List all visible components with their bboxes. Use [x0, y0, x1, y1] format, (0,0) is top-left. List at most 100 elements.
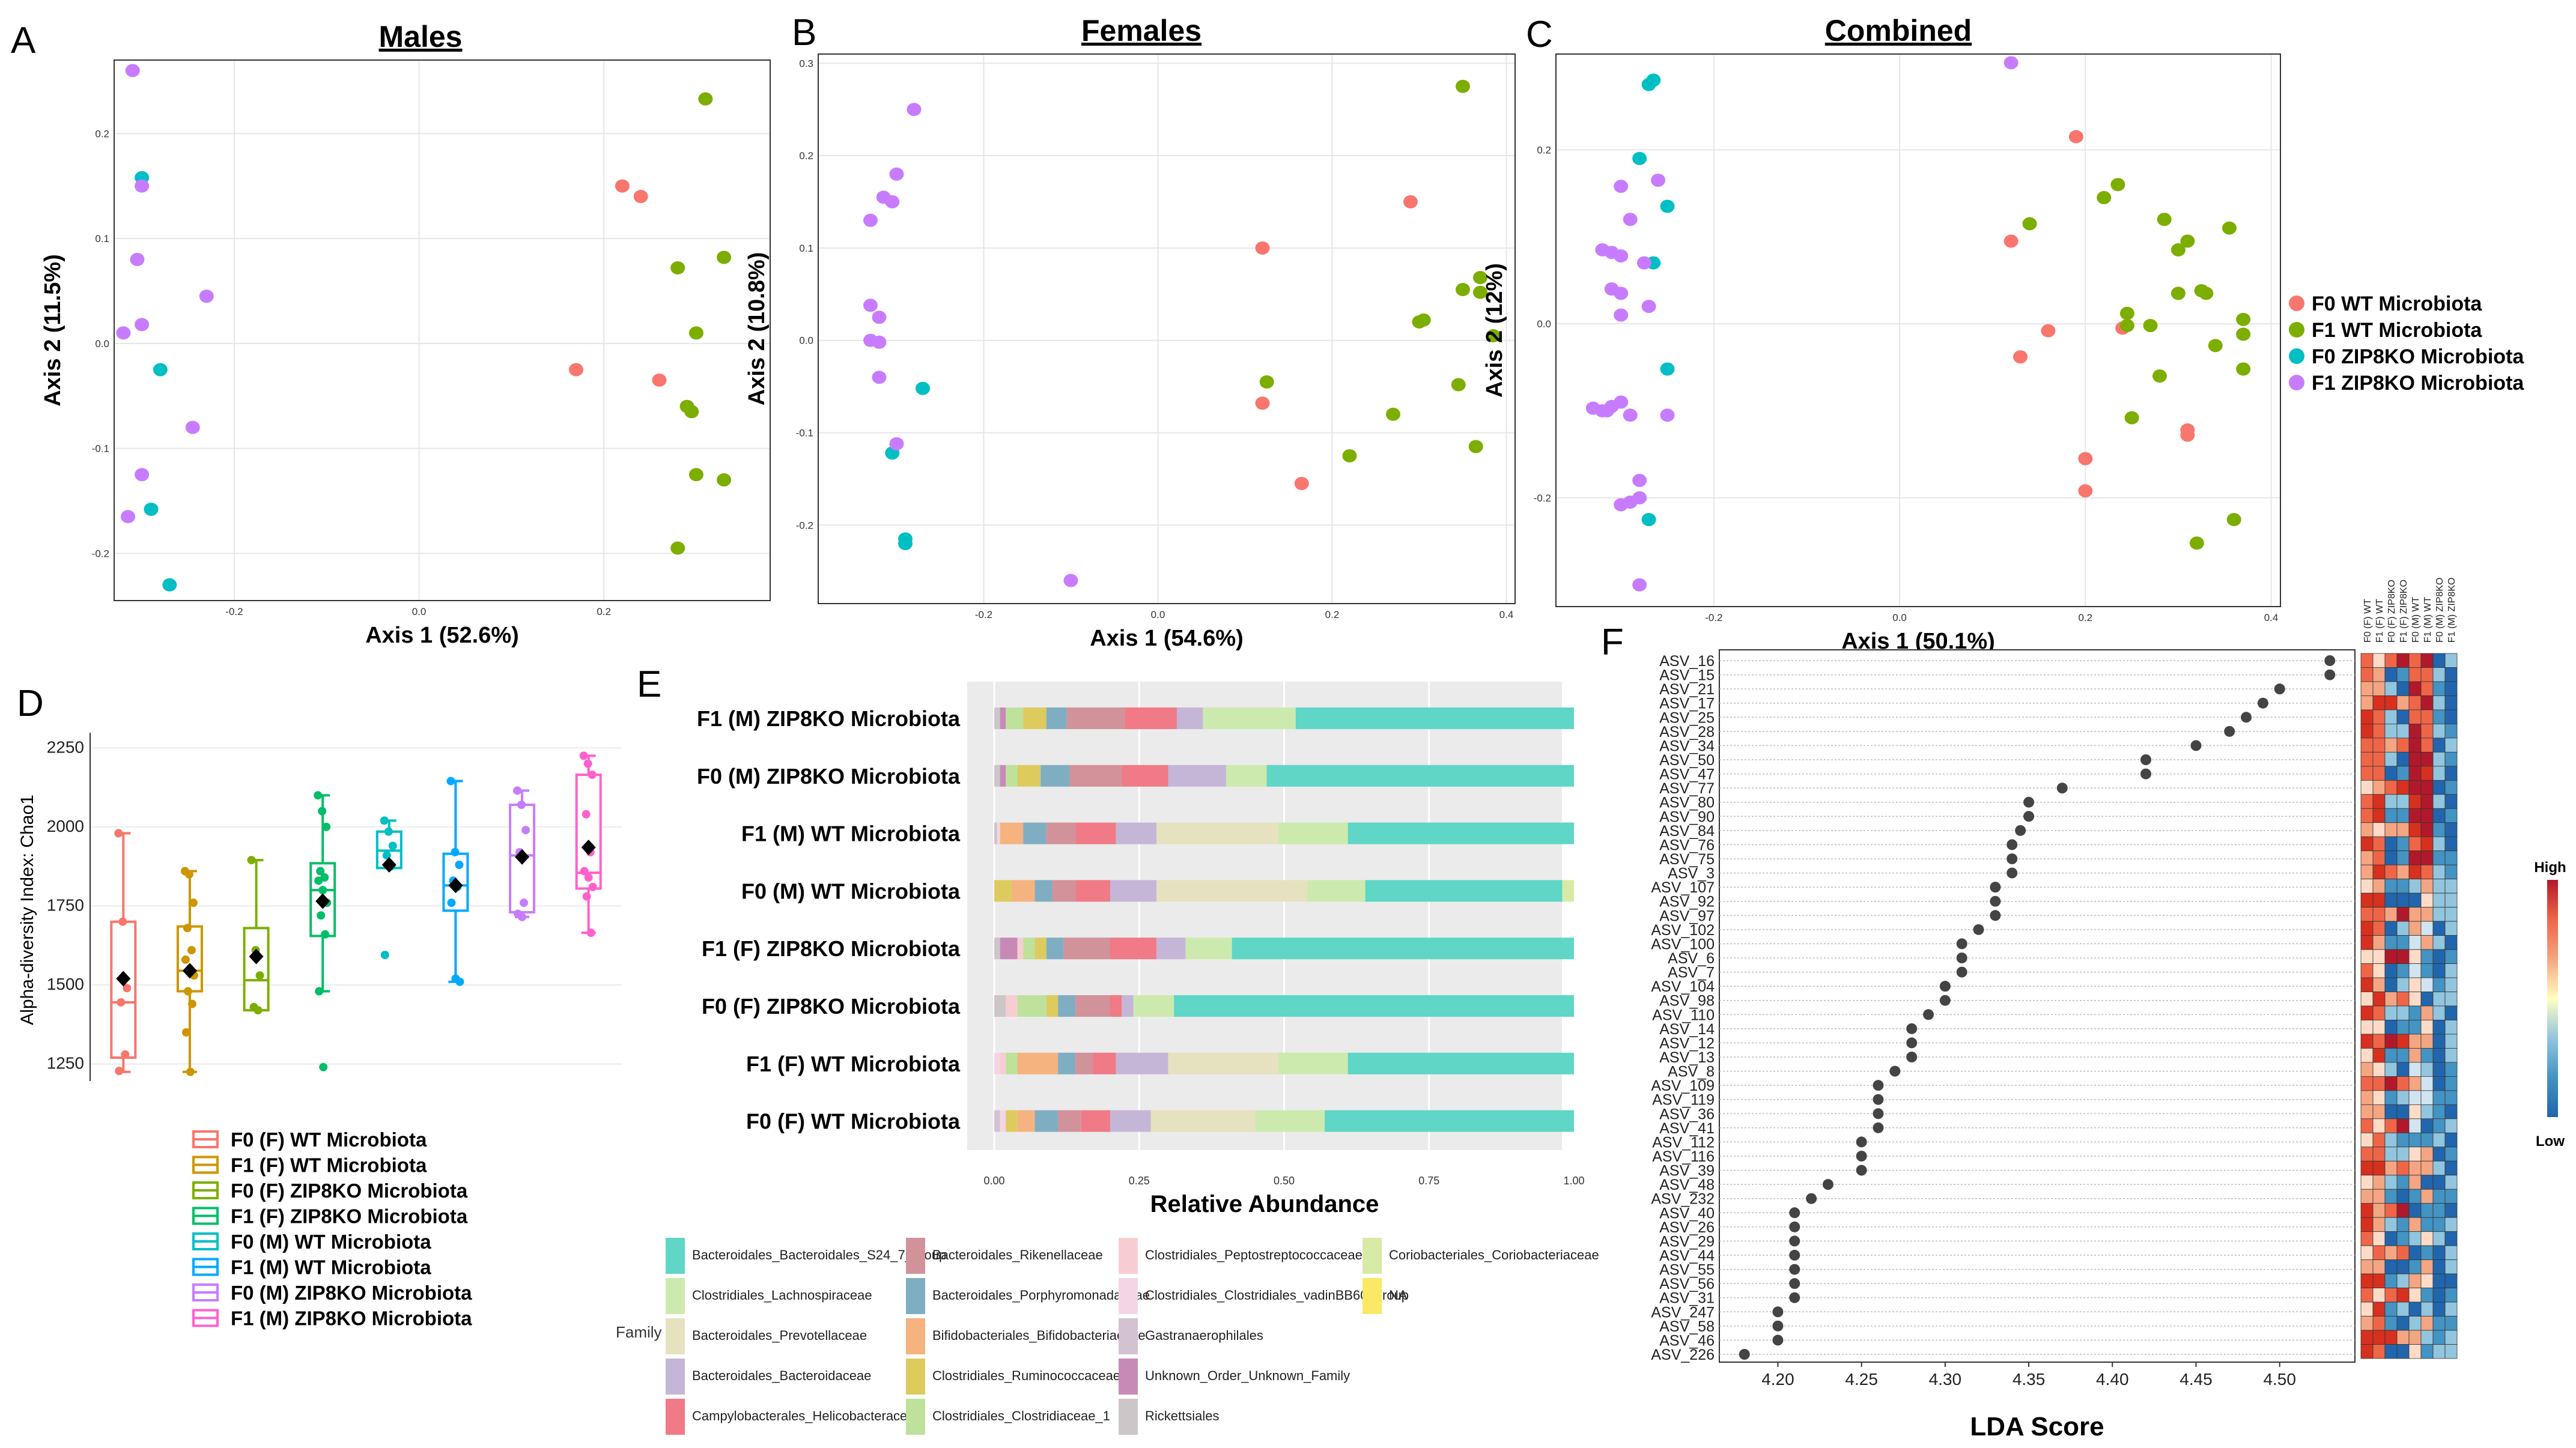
mean-marker — [116, 971, 131, 987]
heatmap-cell — [2396, 681, 2410, 696]
x-tick-label: 1.00 — [1563, 1175, 1584, 1187]
bar-segment — [1023, 707, 1046, 729]
asv-label: ASV_77 — [1659, 780, 1715, 797]
heatmap-cell — [2432, 1034, 2446, 1049]
bar-segment — [1174, 995, 1574, 1017]
bar-label: F1 (F) ZIP8KO Microbiota — [702, 936, 961, 961]
bar-segment — [1110, 995, 1122, 1017]
data-point — [872, 311, 887, 324]
heatmap-cell — [2372, 1048, 2386, 1063]
panel-D: 1250 1500 1750 2000 2250 Alpha-diversity Inde… — [17, 733, 622, 1330]
y-tick-label: 0.1 — [95, 233, 109, 244]
heatmap-cell — [2408, 963, 2422, 978]
heatmap-cell — [2396, 935, 2410, 950]
bar-segment — [1266, 765, 1574, 787]
heatmap-cell — [2444, 963, 2458, 978]
heatmap-cell — [2396, 1330, 2410, 1345]
data-point — [316, 867, 325, 876]
data-point — [717, 250, 732, 264]
heatmap-cell — [2360, 766, 2374, 781]
heatmap-cell — [2360, 921, 2374, 936]
data-point — [513, 786, 522, 795]
panel-letter-B: B — [792, 12, 816, 53]
heatmap-column-label: F1 (F) ZIP8KO — [2399, 580, 2409, 643]
heatmap-cell — [2444, 766, 2458, 781]
heatmap-cell — [2372, 1034, 2386, 1049]
heatmap-cell — [2360, 1330, 2374, 1345]
heatmap-cell — [2372, 963, 2386, 978]
bar-segment — [1176, 707, 1203, 729]
data-point — [2170, 286, 2186, 300]
x-tick-label: 0.0 — [1892, 612, 1907, 623]
heatmap-cell — [2444, 1034, 2458, 1049]
data-point — [2140, 768, 2151, 780]
heatmap-cell — [2444, 1217, 2458, 1232]
heatmap-cell — [2384, 977, 2398, 992]
heatmap-cell — [2396, 709, 2410, 724]
data-point — [1856, 1151, 1867, 1162]
chart-title: Females — [1081, 14, 1201, 47]
heatmap-cell — [2396, 992, 2410, 1007]
data-point — [1990, 895, 2001, 907]
heatmap-cell — [2396, 921, 2410, 936]
heatmap-cell — [2360, 1104, 2374, 1119]
bar-segment — [994, 938, 1000, 960]
heatmap-cell — [2420, 1189, 2434, 1204]
heatmap-cell — [2408, 709, 2422, 724]
heatmap-cell — [2384, 653, 2398, 668]
heatmap-cell — [2408, 1076, 2422, 1091]
bar-segment — [1347, 822, 1574, 844]
bar-segment — [1347, 1052, 1574, 1074]
heatmap-cell — [2444, 1344, 2458, 1359]
heatmap-cell — [2384, 794, 2398, 809]
heatmap-cell — [2420, 794, 2434, 809]
data-point — [863, 298, 878, 312]
heatmap-cell — [2420, 1076, 2434, 1091]
asv-label: ASV_48 — [1659, 1177, 1715, 1193]
y-tick-label: 0.0 — [799, 335, 813, 347]
heatmap-cell — [2408, 653, 2422, 668]
heatmap-cell — [2396, 1118, 2410, 1133]
heatmap-cell — [2408, 879, 2422, 894]
data-point — [135, 468, 150, 482]
data-point — [446, 777, 455, 786]
legend-swatch — [906, 1318, 925, 1354]
bar-segment — [1000, 1110, 1006, 1132]
heatmap-cell — [2360, 864, 2374, 880]
data-point — [2078, 452, 2093, 465]
heatmap-cell — [2408, 1034, 2422, 1049]
panel-letter-F: F — [1601, 622, 1624, 663]
heatmap-cell — [2420, 808, 2434, 823]
data-point — [1973, 924, 1984, 935]
data-point — [2226, 513, 2241, 527]
y-tick-label: -0.1 — [92, 443, 109, 455]
heatmap-cell — [2420, 977, 2434, 992]
heatmap-cell — [2420, 667, 2434, 682]
panel-B: Females -0.2 0.0 0.2 0.4 0.3 0.2 0.1 0.0 -0.1 -0.2… — [744, 14, 1516, 651]
mean-marker — [381, 857, 396, 873]
data-point — [582, 810, 591, 819]
y-tick-label: 0.0 — [95, 338, 109, 350]
data-point — [1939, 995, 1951, 1006]
data-point — [1641, 77, 1656, 91]
bar-segment — [1066, 707, 1125, 729]
heatmap-cell — [2432, 1160, 2446, 1176]
heatmap-cell — [2444, 1062, 2458, 1077]
heatmap-cell — [2408, 1259, 2422, 1274]
bar-segment — [1125, 707, 1177, 729]
heatmap-cell — [2372, 850, 2386, 865]
heatmap-cell — [2384, 766, 2398, 781]
data-point — [115, 1067, 124, 1076]
bar-segment — [1150, 1110, 1256, 1132]
asv-label: ASV_110 — [1652, 1007, 1715, 1023]
heatmap-cell — [2432, 822, 2446, 837]
asv-label: ASV_34 — [1659, 738, 1715, 754]
data-point — [318, 807, 327, 816]
plot-border — [818, 53, 1516, 604]
bar-segment — [1006, 765, 1018, 787]
heatmap-cell — [2372, 1147, 2386, 1162]
heatmap-cell — [2384, 850, 2398, 865]
data-point — [863, 213, 878, 227]
heatmap-cell — [2396, 1245, 2410, 1261]
